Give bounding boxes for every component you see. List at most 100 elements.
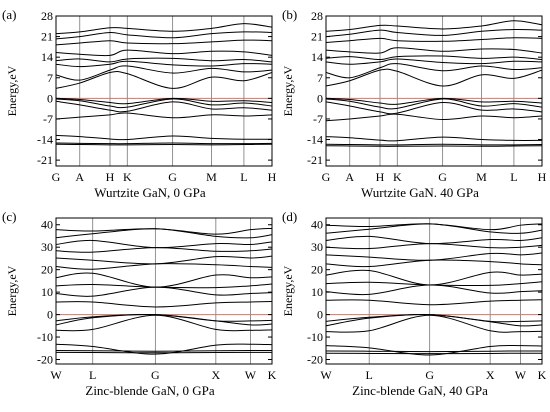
y-tick-label: 14 (41, 50, 53, 64)
x-tick-label: A (345, 170, 354, 184)
band-line (326, 68, 542, 87)
band-line (56, 255, 272, 265)
x-tick-label: A (75, 170, 84, 184)
band-line (56, 314, 272, 332)
band-line (326, 223, 542, 234)
panel-letter: (b) (282, 7, 297, 22)
band-line (56, 313, 272, 322)
band-line (326, 55, 542, 61)
plot-frame (325, 15, 543, 167)
y-tick-label: 40 (41, 218, 53, 232)
plot-frame (55, 217, 273, 365)
y-tick-label: 10 (41, 285, 53, 299)
y-tick-label: 28 (41, 9, 53, 23)
band-line (326, 145, 542, 147)
band-line (56, 263, 272, 270)
y-tick-label: 30 (41, 240, 53, 254)
band-line (56, 239, 272, 249)
y-tick-label: -21 (37, 153, 53, 167)
band-line (326, 269, 542, 286)
y-tick-label: -14 (37, 133, 53, 147)
x-tick-label: G (52, 170, 61, 184)
band-line (56, 272, 272, 288)
x-tick-label: G (168, 170, 177, 184)
band-line (326, 259, 542, 268)
band-line (326, 313, 542, 323)
x-tick-label: L (240, 170, 247, 184)
band-line (326, 63, 542, 79)
y-axis-label: Energy,eV (281, 265, 295, 316)
band-line (56, 60, 272, 68)
band-line (326, 313, 542, 327)
x-tick-label: M (206, 170, 217, 184)
y-tick-label: 14 (311, 50, 323, 64)
y-tick-label: -10 (307, 330, 323, 344)
x-tick-label: L (510, 170, 517, 184)
y-tick-label: -20 (307, 353, 323, 367)
y-tick-label: 21 (311, 30, 323, 44)
x-tick-label: G (438, 170, 447, 184)
y-tick-label: 0 (317, 308, 323, 322)
band-line (56, 39, 272, 46)
band-line (326, 350, 542, 353)
y-tick-label: 0 (47, 308, 53, 322)
band-line (56, 97, 272, 105)
band-line (56, 57, 272, 63)
bands (56, 23, 272, 146)
band-line (326, 58, 542, 65)
x-tick-label: M (476, 170, 487, 184)
band-line (326, 20, 542, 32)
y-tick-label: 40 (311, 218, 323, 232)
x-tick-label: X (486, 368, 495, 382)
y-tick-label: 28 (311, 9, 323, 23)
band-line (56, 283, 272, 289)
band-line (56, 228, 272, 239)
y-tick-label: 20 (311, 263, 323, 277)
panel-title: Zinc-blende GaN, 40 GPa (352, 383, 488, 398)
y-tick-label: -10 (37, 330, 53, 344)
panel-letter: (a) (2, 7, 16, 22)
x-tick-label: K (123, 170, 132, 184)
band-line (56, 65, 272, 81)
band-line (56, 227, 272, 235)
band-line (56, 247, 272, 253)
y-tick-label: 0 (47, 91, 53, 105)
x-tick-label: K (268, 368, 277, 382)
band-line (56, 143, 272, 146)
y-tick-label: 30 (311, 240, 323, 254)
x-tick-label: X (212, 368, 221, 382)
panel-title: Zinc-blende GaN, 0 GPa (85, 383, 214, 398)
band-line (326, 314, 542, 333)
x-tick-label: G (322, 170, 331, 184)
band-line (326, 143, 542, 146)
band-line (56, 49, 272, 57)
y-axis-label: Energy,eV (5, 65, 19, 116)
bands (326, 223, 542, 356)
panel-letter: (d) (282, 209, 297, 224)
panel-title: Wurtzite GaN. 40 GPa (361, 185, 479, 200)
x-tick-label: G (425, 368, 434, 382)
band-line (56, 100, 272, 113)
x-tick-label: K (393, 170, 402, 184)
band-line (56, 31, 272, 40)
bands (56, 227, 272, 355)
bands (326, 20, 542, 147)
panel-title: Wurtzite GaN, 0 GPa (94, 185, 206, 200)
x-tick-label: W (515, 368, 527, 382)
x-tick-label: H (376, 170, 385, 184)
y-tick-label: -7 (313, 112, 323, 126)
band-line (326, 243, 542, 250)
band-line (56, 112, 272, 120)
band-line (326, 284, 542, 296)
band-line (56, 98, 272, 109)
band-line (326, 223, 542, 231)
panel-letter: (c) (2, 209, 16, 224)
band-line (326, 101, 542, 115)
band-line (326, 28, 542, 38)
y-tick-label: 21 (41, 30, 53, 44)
y-tick-label: -14 (307, 133, 323, 147)
